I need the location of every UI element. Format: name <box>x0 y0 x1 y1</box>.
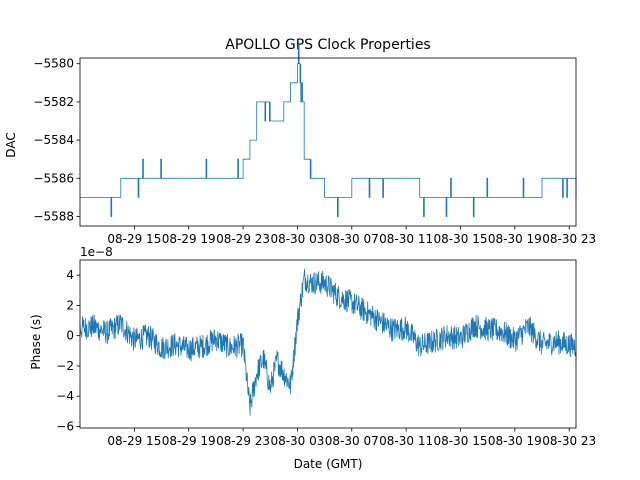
x-tick-label: 08-29 23 <box>216 232 270 246</box>
phase-axes: 1e−8 Phase (s) Date (GMT) 4 2 0 −2 −4 −6 08-2… <box>29 245 596 471</box>
y-tick-label: −6 <box>56 419 74 433</box>
y-tick-label: −5582 <box>33 95 74 109</box>
x-tick-label: 08-30 11 <box>379 434 433 448</box>
x-tick-label: 08-30 19 <box>488 434 542 448</box>
phase-x-axis-label: Date (GMT) <box>294 457 363 471</box>
y-tick-label: −5584 <box>33 133 74 147</box>
dac-x-ticks: 08-29 15 08-29 19 08-29 23 08-30 03 08-30 07… <box>107 226 596 246</box>
x-tick-label: 08-30 15 <box>434 232 488 246</box>
x-tick-label: 08-30 15 <box>434 434 488 448</box>
y-tick-label: −5586 <box>33 171 74 185</box>
x-tick-label: 08-30 19 <box>488 232 542 246</box>
x-tick-label: 08-30 23 <box>542 232 596 246</box>
x-tick-label: 08-29 23 <box>216 434 270 448</box>
x-tick-label: 08-30 03 <box>270 434 324 448</box>
phase-x-ticks: 08-29 15 08-29 19 08-29 23 08-30 03 08-30 07… <box>107 428 596 448</box>
dac-axes: APOLLO GPS Clock Properties DAC −5580−55… <box>4 37 596 246</box>
dac-y-axis-label: DAC <box>4 132 18 157</box>
x-tick-label: 08-30 07 <box>325 434 379 448</box>
phase-y-axis-label: Phase (s) <box>29 314 43 369</box>
phase-plot-area <box>79 268 577 416</box>
x-tick-label: 08-29 19 <box>162 232 216 246</box>
y-tick-label: −5588 <box>33 209 74 223</box>
y-tick-label: −4 <box>56 389 74 403</box>
x-tick-label: 08-30 11 <box>379 232 433 246</box>
dac-series-line <box>80 44 577 217</box>
phase-offset-label: 1e−8 <box>80 245 113 259</box>
x-tick-label: 08-29 19 <box>162 434 216 448</box>
phase-series-line <box>79 268 577 416</box>
chart-title: APOLLO GPS Clock Properties <box>225 37 430 53</box>
y-tick-label: 4 <box>66 268 74 282</box>
dac-y-ticks: −5580 −5582 −5584 −5586 −5588 <box>33 57 80 223</box>
x-tick-label: 08-30 07 <box>325 232 379 246</box>
x-tick-label: 08-30 23 <box>542 434 596 448</box>
y-tick-label: 0 <box>66 329 74 343</box>
dac-plot-area <box>80 44 577 217</box>
x-tick-label: 08-29 15 <box>107 232 161 246</box>
x-tick-label: 08-29 15 <box>107 434 161 448</box>
phase-axes-frame <box>79 259 577 429</box>
x-tick-label: 08-30 03 <box>270 232 324 246</box>
y-tick-label: 2 <box>66 298 74 312</box>
phase-y-ticks: 4 2 0 −2 −4 −6 <box>56 268 80 433</box>
y-tick-label: −5580 <box>33 57 74 71</box>
dac-axes-frame <box>79 57 577 227</box>
y-tick-label: −2 <box>56 359 74 373</box>
